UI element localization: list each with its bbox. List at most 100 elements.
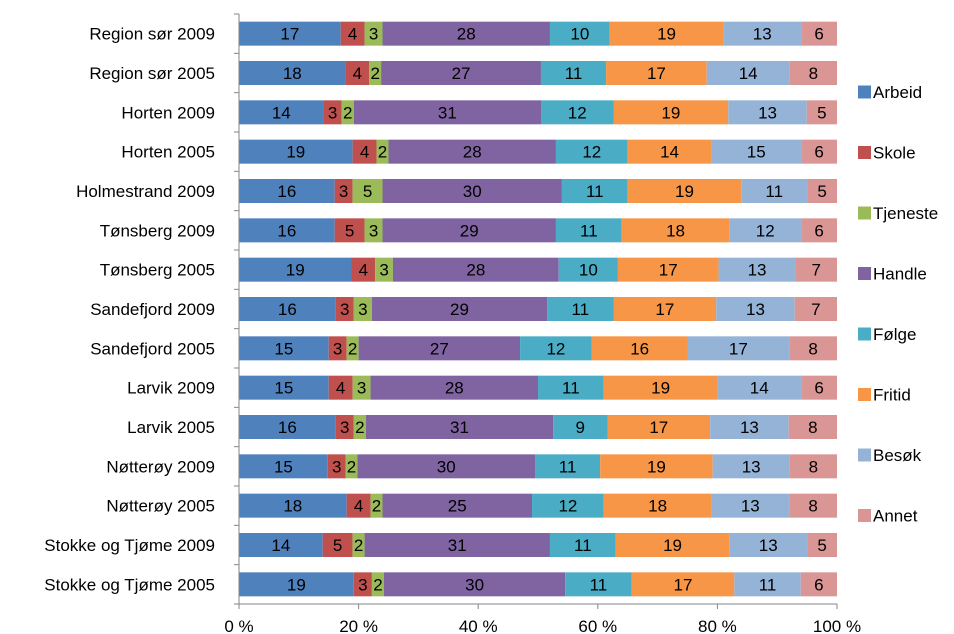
- category-label-horten-2009: Horten 2009: [121, 103, 215, 122]
- bar-segment-handle: [383, 572, 566, 597]
- legend-swatch-skole: [858, 146, 871, 159]
- data-label-folge: 10: [579, 261, 598, 280]
- category-label-horten-2005: Horten 2005: [121, 143, 215, 162]
- bar-segment-besok: [706, 61, 790, 85]
- data-label-besok: 13: [746, 300, 765, 319]
- data-label-folge: 10: [570, 25, 589, 44]
- bar-segment-besok: [711, 493, 790, 518]
- data-label-annet: 6: [814, 143, 823, 162]
- bar-segment-skole: [352, 139, 377, 164]
- data-label-folge: 12: [568, 103, 587, 122]
- data-label-arbeid: 14: [271, 536, 290, 555]
- data-label-folge: 11: [571, 300, 589, 319]
- bar-segment-tjeneste: [369, 61, 382, 85]
- bar-segment-handle: [370, 375, 538, 400]
- bar-segment-folge: [547, 297, 614, 321]
- data-label-annet: 7: [812, 261, 821, 280]
- data-label-tjeneste: 3: [379, 261, 388, 280]
- bar-segment-annet: [800, 572, 837, 597]
- legend-swatch-handle: [858, 267, 871, 280]
- bar-segment-handle: [358, 336, 521, 361]
- data-label-skole: 3: [332, 457, 341, 476]
- x-tick-label: 100 %: [813, 617, 861, 634]
- bar-segment-besok: [687, 336, 790, 361]
- bar-segment-skole: [323, 100, 342, 125]
- category-label-notteroy-2005: Nøtterøy 2005: [106, 497, 215, 516]
- x-tick-label: 40 %: [459, 617, 498, 634]
- bar-segment-skole: [334, 218, 365, 243]
- bar-segment-besok: [710, 415, 789, 439]
- data-label-fritid: 17: [674, 575, 693, 594]
- data-label-besok: 13: [740, 418, 759, 437]
- bar-segment-annet: [807, 533, 837, 557]
- bar-segment-skole: [322, 533, 353, 557]
- data-label-annet: 6: [814, 379, 823, 398]
- data-label-handle: 30: [463, 182, 482, 201]
- data-label-handle: 29: [450, 300, 469, 319]
- bar-segment-tjeneste: [353, 415, 366, 439]
- data-label-skole: 4: [353, 64, 362, 83]
- data-label-tjeneste: 2: [378, 143, 387, 162]
- data-label-skole: 4: [359, 261, 368, 280]
- bar-segment-fritid: [609, 21, 724, 46]
- category-label-tonsberg-2009: Tønsberg 2009: [100, 221, 215, 240]
- bar-segment-fritid: [615, 533, 730, 557]
- data-label-skole: 3: [340, 418, 349, 437]
- data-label-handle: 31: [450, 418, 469, 437]
- bar-segment-annet: [807, 179, 837, 203]
- bar-segment-arbeid: [239, 139, 353, 164]
- data-label-skole: 4: [336, 379, 345, 398]
- data-label-fritid: 18: [648, 497, 667, 516]
- data-label-fritid: 17: [649, 418, 668, 437]
- data-label-tjeneste: 2: [370, 64, 379, 83]
- bar-segment-arbeid: [239, 415, 336, 439]
- bar-segment-annet: [801, 218, 837, 243]
- data-label-handle: 28: [463, 143, 482, 162]
- bar-segment-fritid: [607, 415, 711, 439]
- legend-label-besok: Besøk: [873, 446, 922, 465]
- bar-segment-tjeneste: [364, 21, 383, 46]
- data-label-arbeid: 15: [274, 457, 293, 476]
- bar-segment-besok: [711, 139, 802, 164]
- bar-segment-tjeneste: [364, 218, 383, 243]
- bar-segment-arbeid: [239, 454, 328, 479]
- data-label-tjeneste: 2: [355, 418, 364, 437]
- bar-segment-tjeneste: [346, 336, 359, 361]
- category-label-tonsberg-2005: Tønsberg 2005: [100, 261, 215, 280]
- data-label-besok: 14: [750, 379, 769, 398]
- bar-segment-handle: [382, 21, 550, 46]
- bar-segment-tjeneste: [353, 297, 372, 321]
- data-label-fritid: 19: [661, 103, 680, 122]
- bar-segment-arbeid: [239, 179, 335, 203]
- bar-segment-annet: [789, 454, 837, 479]
- data-label-skole: 3: [339, 182, 348, 201]
- data-label-arbeid: 15: [274, 339, 293, 358]
- bar-segment-fritid: [627, 179, 742, 203]
- bar-segment-fritid: [613, 100, 729, 125]
- bar-segment-arbeid: [239, 218, 335, 243]
- bar-segment-besok: [734, 572, 801, 597]
- bar-segment-skole: [335, 415, 354, 439]
- data-label-annet: 6: [814, 221, 823, 240]
- legend: Arbeid Skole Tjeneste Handle Følge Fritid Besø…: [858, 83, 938, 526]
- bar-segment-besok: [729, 533, 808, 557]
- data-label-arbeid: 16: [278, 300, 297, 319]
- bar-segment-fritid: [591, 336, 688, 361]
- legend-label-folge: Følge: [873, 325, 916, 344]
- bar-segment-folge: [555, 218, 622, 243]
- bar-segment-handle: [382, 218, 556, 243]
- bar-segment-fritid: [627, 139, 712, 164]
- data-label-besok: 13: [759, 536, 778, 555]
- legend-label-annet: Annet: [873, 507, 918, 526]
- data-label-skole: 3: [340, 300, 349, 319]
- bar-segment-skole: [334, 179, 353, 203]
- bar-segment-folge: [549, 533, 616, 557]
- data-label-skole: 3: [358, 575, 367, 594]
- x-tick-label: 0 %: [224, 617, 253, 634]
- data-label-fritid: 17: [659, 261, 678, 280]
- bar-segment-tjeneste: [345, 454, 358, 479]
- data-label-annet: 5: [817, 182, 826, 201]
- data-label-skole: 3: [333, 339, 342, 358]
- bar-segment-arbeid: [239, 572, 354, 597]
- data-label-handle: 27: [430, 339, 449, 358]
